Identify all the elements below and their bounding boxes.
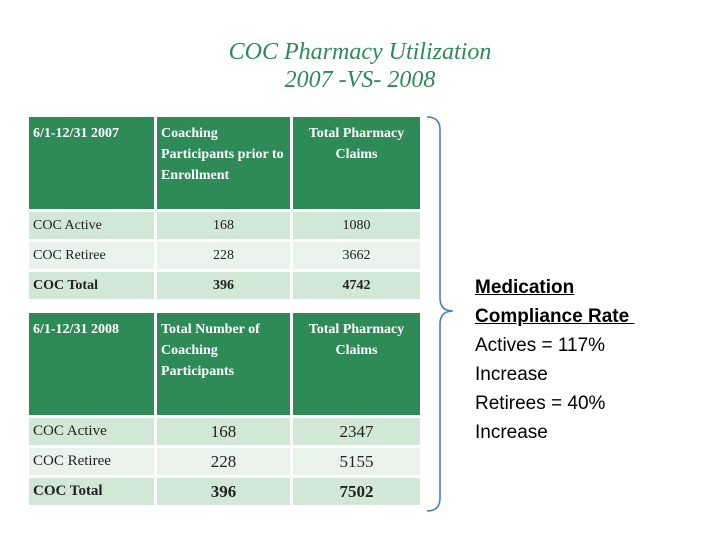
row-participants: 228	[154, 445, 293, 478]
table-2007: 6/1-12/31 2007 Coaching Participants pri…	[26, 114, 423, 302]
row-claims: 3662	[290, 239, 423, 272]
row-participants: 396	[154, 269, 293, 302]
row-label: COC Retiree	[26, 445, 157, 478]
row-claims: 2347	[290, 415, 423, 448]
slide-title-line1: COC Pharmacy Utilization	[228, 39, 492, 65]
row-claims: 7502	[290, 475, 423, 508]
table-total-row: COC Total 396 4742	[26, 269, 423, 302]
row-label: COC Retiree	[26, 239, 157, 272]
header-period: 6/1-12/31 2007	[26, 114, 157, 212]
table-2008: 6/1-12/31 2008 Total Number of Coaching …	[26, 310, 423, 508]
compliance-summary: Medication Compliance Rate Actives = 117…	[475, 273, 720, 447]
table-header-row: 6/1-12/31 2007 Coaching Participants pri…	[26, 114, 423, 212]
compliance-heading-line1: Medication	[475, 277, 575, 298]
row-label: COC Total	[26, 475, 157, 508]
row-participants: 396	[154, 475, 293, 508]
row-participants: 168	[154, 415, 293, 448]
header-period: 6/1-12/31 2008	[26, 310, 157, 418]
row-claims: 5155	[290, 445, 423, 478]
header-claims: Total Pharmacy Claims	[290, 114, 423, 212]
table-total-row: COC Total 396 7502	[26, 475, 423, 508]
compliance-line: Increase	[475, 422, 548, 443]
row-label: COC Total	[26, 269, 157, 302]
header-participants: Coaching Participants prior to Enrollmen…	[154, 114, 293, 212]
row-label: COC Active	[26, 415, 157, 448]
right-brace-icon	[426, 116, 454, 512]
row-label: COC Active	[26, 209, 157, 242]
compliance-line: Retirees = 40%	[475, 393, 606, 414]
compliance-line: Increase	[475, 364, 548, 385]
table-row: COC Active 168 1080	[26, 209, 423, 242]
compliance-heading-line2: Compliance Rate	[475, 306, 635, 327]
row-claims: 1080	[290, 209, 423, 242]
row-claims: 4742	[290, 269, 423, 302]
header-participants: Total Number of Coaching Participants	[154, 310, 293, 418]
row-participants: 168	[154, 209, 293, 242]
compliance-line: Actives = 117%	[475, 335, 606, 356]
table-row: COC Retiree 228 5155	[26, 445, 423, 478]
row-participants: 228	[154, 239, 293, 272]
slide-title-line2: 2007 -VS- 2008	[284, 67, 436, 93]
table-row: COC Active 168 2347	[26, 415, 423, 448]
header-claims: Total Pharmacy Claims	[290, 310, 423, 418]
table-header-row: 6/1-12/31 2008 Total Number of Coaching …	[26, 310, 423, 418]
table-row: COC Retiree 228 3662	[26, 239, 423, 272]
slide-title: COC Pharmacy Utilization 2007 -VS- 2008	[100, 38, 620, 94]
